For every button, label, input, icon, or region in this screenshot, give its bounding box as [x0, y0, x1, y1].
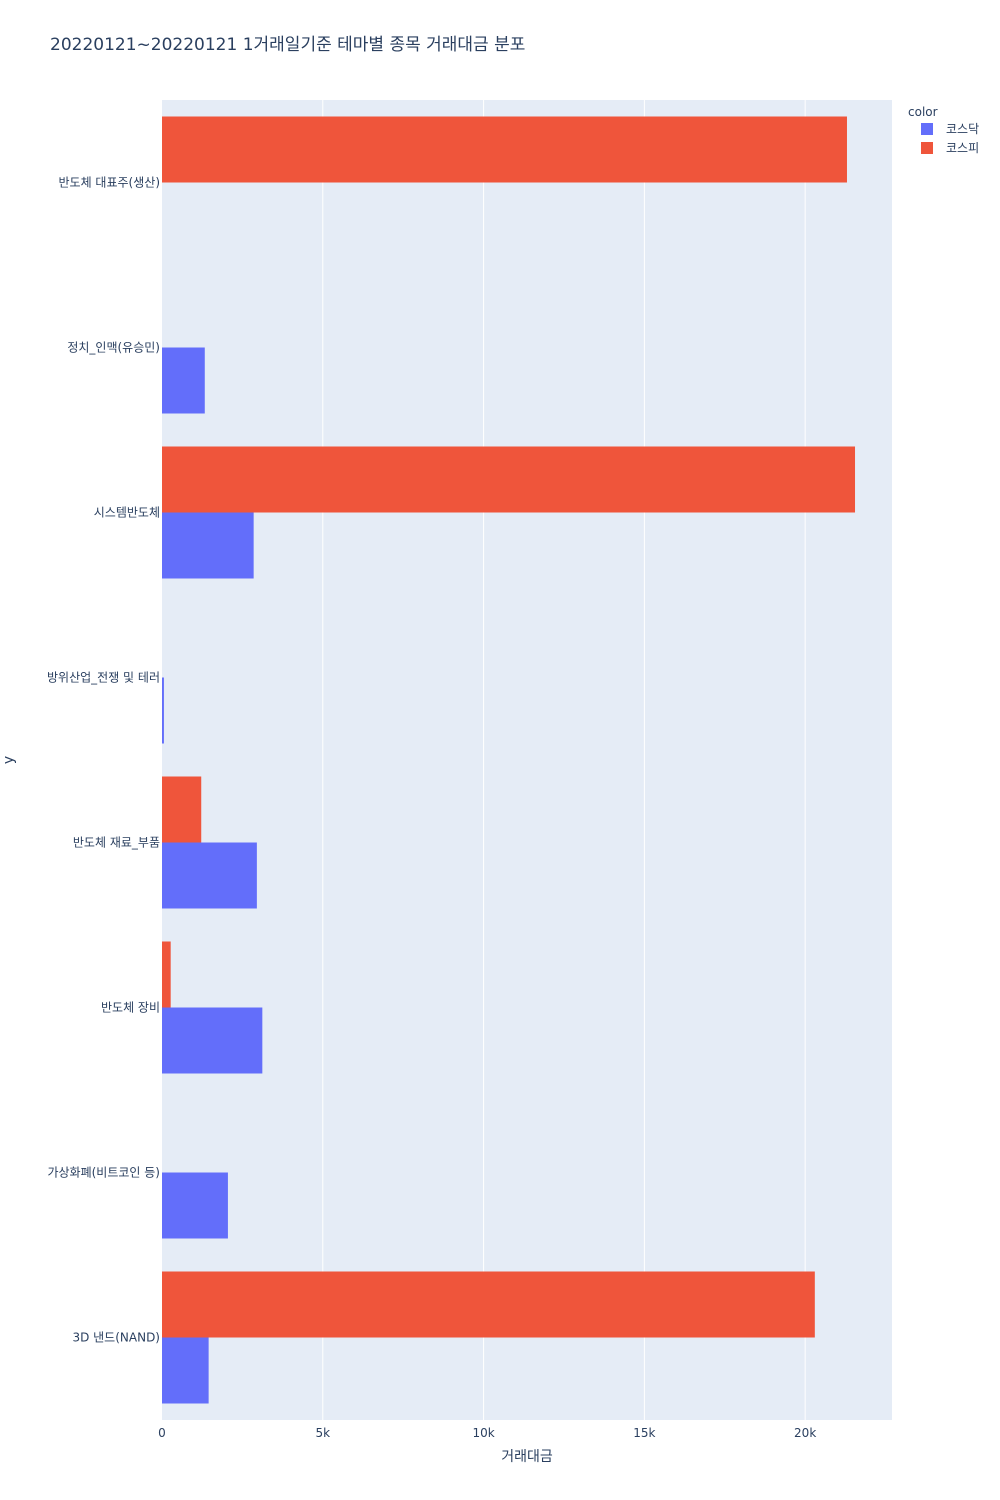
y-tick-label: 방위산업_전쟁 및 테러: [47, 671, 160, 685]
legend-title: color: [908, 105, 938, 119]
x-tick-label: 0: [158, 1426, 166, 1440]
bar-코스닥-4: [162, 842, 257, 909]
bar-코스피-5: [162, 941, 171, 1008]
plot-background: [162, 100, 892, 1420]
bar-코스닥-6: [162, 1172, 228, 1239]
y-tick-label: 반도체 장비: [101, 1001, 160, 1015]
bar-코스피-0: [162, 116, 847, 183]
bars: [162, 116, 856, 1404]
x-tick-labels: 0 5k 10k 15k 20k: [158, 1426, 816, 1440]
bar-코스닥-5: [162, 1007, 263, 1074]
bar-코스피-4: [162, 776, 202, 843]
x-tick-label: 15k: [633, 1426, 655, 1440]
legend-item-label: 코스피: [946, 141, 979, 155]
legend-item-label: 코스닥: [946, 122, 979, 136]
x-tick-label: 5k: [315, 1426, 330, 1440]
y-tick-label: 정치_인맥(유승민): [67, 341, 160, 355]
bar-코스닥-7: [162, 1337, 209, 1404]
y-tick-label: 반도체 재료_부품: [73, 836, 160, 850]
y-axis-title: y: [1, 756, 17, 764]
bar-코스닥-1: [162, 347, 205, 414]
bar-코스닥-2: [162, 512, 254, 579]
legend-swatch: [921, 142, 933, 154]
y-tick-label: 3D 낸드(NAND): [72, 1331, 160, 1345]
y-tick-label: 가상화폐(비트코인 등): [47, 1166, 160, 1180]
x-tick-label: 10k: [472, 1426, 494, 1440]
bar-코스피-2: [162, 446, 856, 513]
x-tick-label: 20k: [794, 1426, 816, 1440]
gridlines: [322, 100, 806, 1420]
bar-코스피-7: [162, 1271, 815, 1338]
y-tick-label: 시스템반도체: [94, 506, 160, 520]
x-axis-title: 거래대금: [501, 1449, 553, 1465]
y-tick-label: 반도체 대표주(생산): [59, 176, 161, 190]
bar-코스닥-3: [162, 677, 164, 744]
chart-title: 20220121~20220121 1거래일기준 테마별 종목 거래대금 분포: [50, 35, 525, 55]
legend-swatch: [921, 123, 933, 135]
